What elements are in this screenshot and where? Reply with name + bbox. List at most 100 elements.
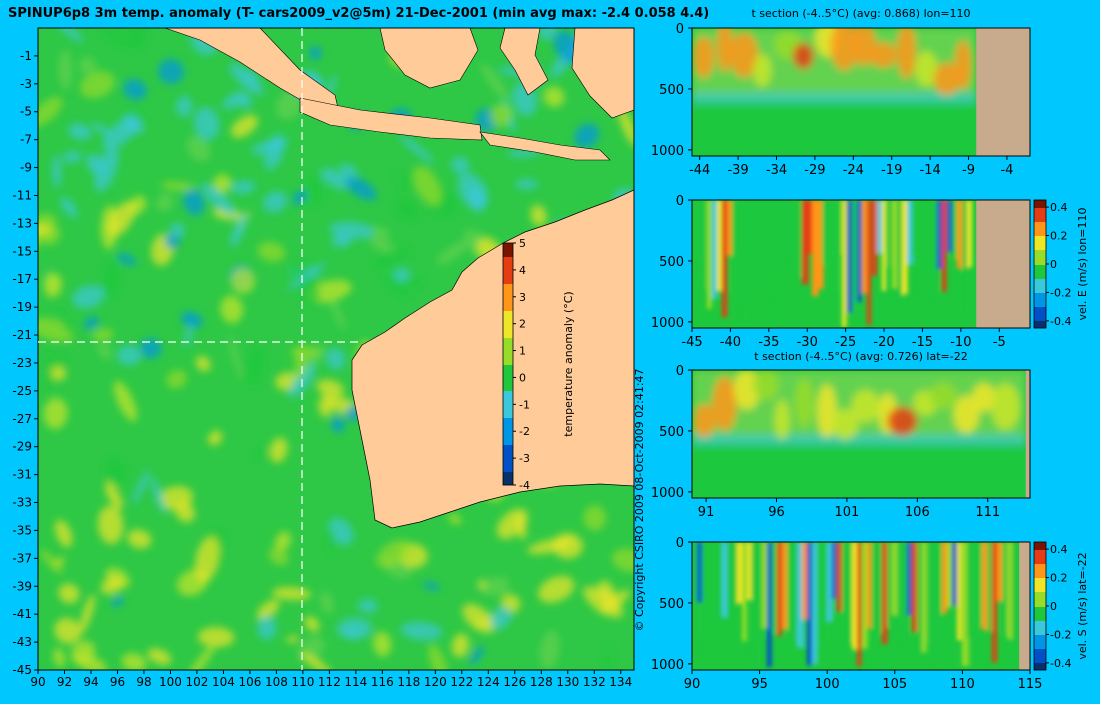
velocity-column: [912, 200, 917, 257]
anomaly-eddy: [373, 247, 411, 269]
anomaly-eddy: [52, 154, 62, 188]
colorbar-step: [503, 353, 513, 355]
velocity-column: [717, 542, 724, 635]
anomaly-eddy: [530, 204, 547, 227]
colorbar-step: [1034, 563, 1046, 565]
colorbar-step: [503, 382, 513, 384]
warm-anomaly: [794, 378, 814, 428]
colorbar-step: [503, 335, 513, 337]
colorbar-step: [503, 368, 513, 370]
section-x-tick-label: 101: [835, 505, 860, 520]
colorbar-step: [503, 391, 513, 393]
velocity-column: [887, 542, 893, 628]
velocity-column: [732, 542, 737, 609]
colorbar-step: [503, 465, 513, 467]
colorbar-step: [1034, 579, 1046, 581]
colorbar-step: [1034, 542, 1046, 544]
colorbar-step: [1034, 555, 1046, 557]
colorbar-step: [1034, 253, 1046, 255]
colorbar-step: [1034, 297, 1046, 299]
velocity-column: [892, 200, 898, 289]
colorbar-step: [503, 374, 513, 376]
anomaly-eddy: [123, 78, 147, 101]
section-land: [1019, 542, 1030, 670]
anomaly-eddy: [78, 56, 97, 75]
colorbar-step: [1034, 664, 1046, 666]
colorbar-step: [503, 370, 513, 372]
colorbar-step: [503, 365, 513, 367]
colorbar-step: [503, 436, 513, 438]
map-x-tick-label: 124: [477, 675, 500, 689]
section-field: [692, 200, 1030, 328]
colorbar-step: [503, 367, 513, 369]
map-y-tick-label: -7: [20, 133, 32, 147]
colorbar-step: [503, 396, 513, 398]
velocity-column: [737, 200, 743, 305]
colorbar-step: [1034, 281, 1046, 283]
colorbar-step: [503, 318, 513, 320]
colorbar-step: [503, 301, 513, 303]
map-x-tick-label: 116: [371, 675, 394, 689]
anomaly-eddy: [181, 311, 203, 328]
colorbar-step: [1034, 566, 1046, 568]
anomaly-eddy: [307, 172, 323, 207]
anomaly-eddy: [113, 381, 138, 422]
colorbar-step: [503, 466, 513, 468]
velocity-column: [922, 200, 929, 278]
anomaly-eddy: [246, 71, 258, 85]
colorbar-step: [503, 246, 513, 248]
colorbar-step: [503, 435, 513, 437]
anomaly-eddy: [373, 631, 392, 657]
colorbar-step: [1034, 259, 1046, 261]
anomaly-eddy: [183, 188, 205, 216]
colorbar-step: [503, 392, 513, 394]
colorbar-step: [503, 254, 513, 256]
colorbar-step: [1034, 662, 1046, 664]
colorbar-step: [1034, 276, 1046, 278]
colorbar-step: [1034, 245, 1046, 247]
colorbar-step: [1034, 632, 1046, 634]
colorbar-step: [503, 453, 513, 455]
colorbar-step: [1034, 258, 1046, 260]
colorbar-step: [503, 422, 513, 424]
map-colorbar-tick-label: -4: [519, 479, 530, 492]
velocity-column: [877, 200, 884, 254]
colorbar-step: [503, 352, 513, 354]
colorbar-step: [1034, 636, 1046, 638]
colorbar-step: [503, 349, 513, 351]
map-y-axis: -1 -3 -5 -7 -9 -11 -13 -15 -17 -19 -21 -23 -25 -27 -29…: [12, 49, 38, 677]
copyright-text: © Copyright CSIRO 2009 08-Oct-2009 02:41…: [633, 368, 646, 631]
colorbar-step: [1034, 305, 1046, 307]
colorbar-step: [1034, 207, 1046, 209]
colorbar-step: [503, 346, 513, 348]
anomaly-eddy: [166, 370, 187, 389]
anomaly-eddy: [274, 531, 292, 552]
velocity-column: [872, 542, 877, 639]
velocity-column: [857, 542, 862, 667]
colorbar-step: [1034, 206, 1046, 208]
colorbar-step: [1034, 668, 1046, 670]
section-y-tick-label: 500: [659, 425, 684, 440]
velocity-column: [777, 542, 782, 636]
anomaly-eddy: [92, 328, 114, 342]
velocity-column: [767, 542, 772, 668]
velocity-column: [752, 542, 758, 666]
anomaly-eddy: [489, 103, 513, 128]
map-y-tick-label: -13: [12, 216, 32, 230]
velocity-column: [937, 200, 943, 270]
colorbar-step: [503, 280, 513, 282]
anomaly-eddy: [170, 223, 185, 238]
colorbar-step: [503, 351, 513, 353]
colorbar-step: [1034, 641, 1046, 643]
velocity-column: [757, 542, 764, 639]
warm-anomaly: [712, 376, 737, 432]
velocity-column: [742, 200, 749, 327]
colorbar-step: [503, 327, 513, 329]
colorbar-step: [1034, 237, 1046, 239]
colorbar-step: [503, 290, 513, 292]
section-x-tick-label: 115: [1018, 677, 1043, 692]
colorbar-step: [1034, 219, 1046, 221]
colorbar-step: [503, 461, 513, 463]
colorbar-step: [1034, 630, 1046, 632]
colorbar-step: [503, 303, 513, 305]
